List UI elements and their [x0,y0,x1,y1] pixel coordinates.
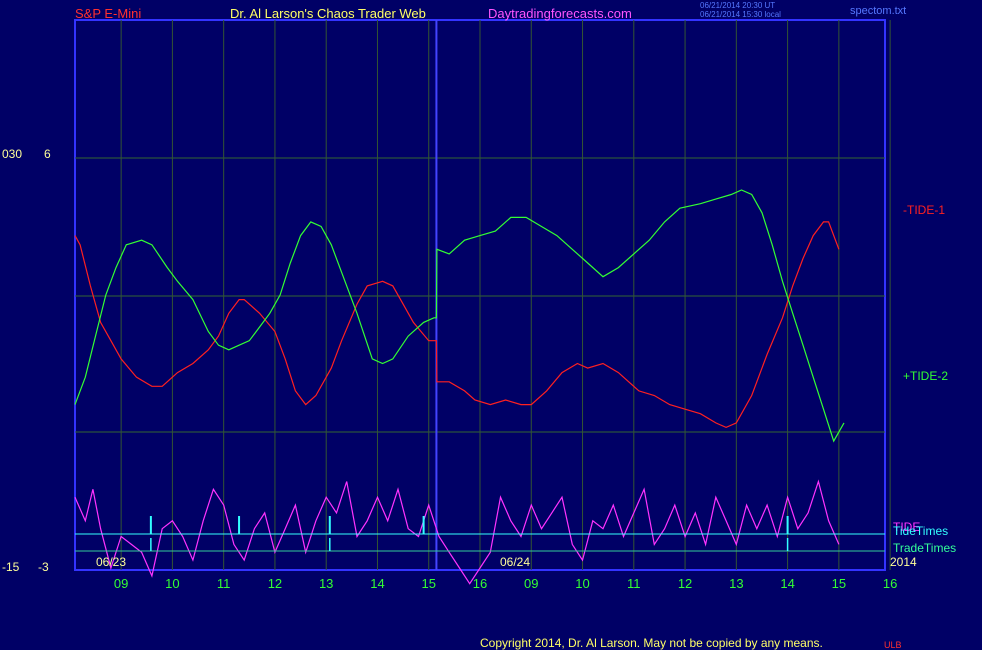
x-tick-label-12: 13 [729,576,743,591]
legend-tide: TIDE [893,520,921,534]
series-line-1 [74,189,845,443]
x-tick-label-0: 09 [114,576,128,591]
site-url: Daytradingforecasts.com [488,6,632,21]
x-axis-labels: 09 10 11 12 13 14 15 16 09 10 11 12 13 14 15 16 [114,576,897,591]
timestamp-local: 06/21/2014 15:30 local [700,10,781,19]
legend-tradetimes: TradeTimes [893,541,957,555]
date-label-0623: 06/23 [96,555,127,569]
x-tick-label-14: 15 [832,576,846,591]
x-tick-label-5: 14 [370,576,384,591]
legend-tide2: +TIDE-2 [903,369,949,383]
x-tick-label-8: 09 [524,576,538,591]
instrument-title: S&P E-Mini [75,6,142,21]
x-tick-label-9: 10 [575,576,589,591]
series-line-2 [74,479,840,585]
legend-tidetimes: TideTimes [893,524,949,538]
time-marks [75,516,885,552]
left-axis-bottom-b: -3 [38,560,49,574]
file-name: spectom.txt [850,5,907,17]
x-tick-label-13: 14 [780,576,794,591]
x-tick-label-11: 12 [678,576,692,591]
x-tick-label-7: 16 [473,576,487,591]
left-axis-bottom-a: -15 [2,560,20,574]
corner-mark: ULB [884,640,902,650]
x-tick-label-6: 15 [421,576,435,591]
x-tick-label-4: 13 [319,576,333,591]
x-tick-label-3: 12 [268,576,282,591]
year-label: 2014 [890,555,917,569]
copyright-notice: Copyright 2014, Dr. Al Larson. May not b… [480,636,823,650]
legend-tide1: -TIDE-1 [903,203,945,217]
date-label-0624: 06/24 [500,555,531,569]
x-tick-label-2: 11 [217,576,231,591]
series-lines [74,189,845,585]
x-tick-label-10: 11 [627,576,641,591]
grid-lines [75,20,891,570]
series-line-0 [74,221,840,429]
timestamp-ut: 06/21/2014 20:30 UT [700,1,776,10]
x-tick-label-1: 10 [165,576,179,591]
left-axis-top-a: 030 [2,147,23,161]
x-tick-label-15: 16 [883,576,897,591]
left-axis-top-b: 6 [44,147,51,161]
site-title: Dr. Al Larson's Chaos Trader Web [230,6,426,21]
